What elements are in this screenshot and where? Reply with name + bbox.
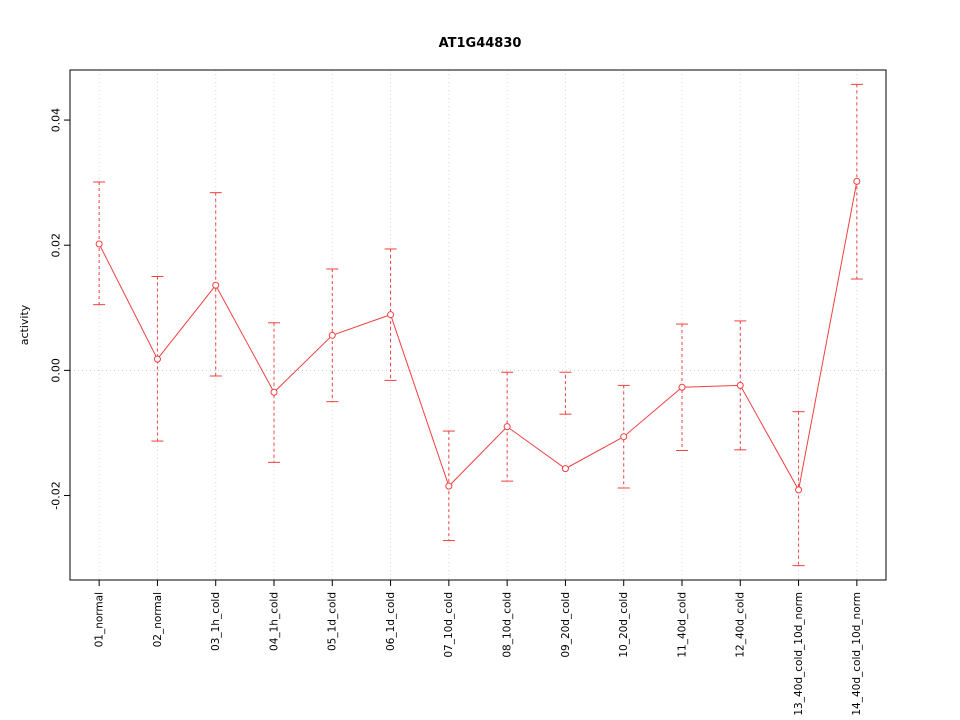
x-axis-tick-label: 02_normal: [152, 592, 164, 647]
x-axis-tick-label: 12_40d_cold: [735, 592, 747, 658]
data-point-marker: [678, 383, 686, 391]
x-axis-tick-label: 09_20d_cold: [560, 592, 572, 658]
x-axis-tick-label: 05_1d_cold: [327, 592, 339, 651]
data-point-marker: [328, 331, 336, 339]
chart-title: AT1G44830: [438, 36, 522, 51]
x-axis-tick-label: 07_10d_cold: [443, 592, 455, 658]
y-axis-tick-label: -0.02: [50, 481, 63, 509]
data-point-marker: [503, 423, 511, 431]
data-point-marker: [561, 465, 569, 473]
data-point-marker: [387, 311, 395, 319]
data-point-marker: [853, 177, 861, 185]
data-point-marker: [445, 482, 453, 490]
x-axis-tick-label: 06_1d_cold: [385, 592, 397, 651]
data-point-marker: [95, 240, 103, 248]
y-axis-tick-label: 0.04: [50, 108, 63, 132]
x-axis-tick-label: 11_40d_cold: [676, 592, 688, 658]
data-point-marker: [153, 355, 161, 363]
data-point-marker: [736, 381, 744, 389]
y-axis-title: activity: [18, 304, 31, 345]
data-point-marker: [212, 281, 220, 289]
x-axis-tick-label: 04_1h_cold: [268, 592, 280, 651]
x-axis-tick-label: 01_normal: [94, 592, 106, 647]
x-axis-tick-label: 08_10d_cold: [502, 592, 514, 658]
x-axis-tick-label: 10_20d_cold: [618, 592, 630, 658]
data-point-marker: [795, 486, 803, 494]
data-point-marker: [620, 433, 628, 441]
y-axis-tick-label: 0.00: [50, 358, 63, 383]
x-axis-tick-label: 13_40d_cold_10d_norm: [793, 592, 805, 716]
series-line: [98, 181, 858, 492]
plot-border: [69, 69, 887, 581]
x-axis-tick-label: 14_40d_cold_10d_norm: [851, 592, 863, 716]
y-axis-tick-label: 0.02: [50, 233, 63, 258]
x-axis-tick-label: 03_1h_cold: [210, 592, 222, 651]
data-point-marker: [270, 388, 278, 396]
